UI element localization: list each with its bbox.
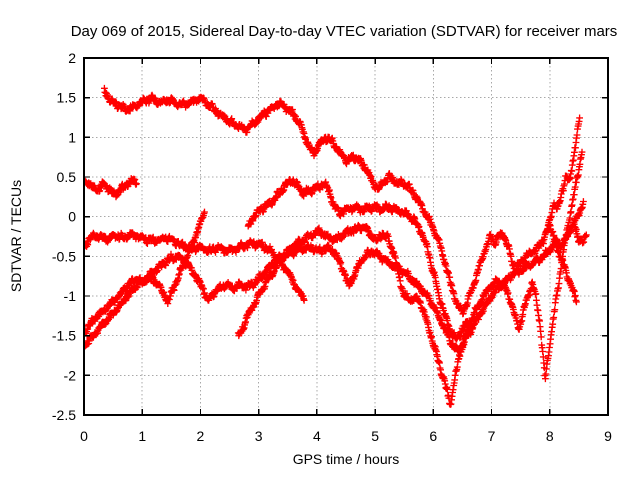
x-tick-label: 9 [604, 428, 612, 444]
y-tick-label: 0.5 [57, 169, 77, 185]
x-tick-label: 7 [488, 428, 496, 444]
x-tick-label: 3 [255, 428, 263, 444]
y-tick-label: -0.5 [52, 248, 76, 264]
plot-border [83, 57, 609, 416]
data-trace-trace-9 [570, 220, 590, 247]
x-axis-label: GPS time / hours [293, 451, 400, 467]
y-tick-label: -2.5 [52, 407, 76, 423]
y-tick-label: 1.5 [57, 90, 77, 106]
x-tick-label: 2 [197, 428, 205, 444]
x-tick-label: 1 [138, 428, 146, 444]
x-tick-label: 0 [80, 428, 88, 444]
x-tick-label: 6 [429, 428, 437, 444]
data-trace-trace-6 [234, 148, 586, 408]
data-trace-trace-7 [244, 176, 472, 343]
chart-title: Day 069 of 2015, Sidereal Day-to-day VTE… [71, 23, 618, 40]
data-trace-trace-4 [84, 208, 208, 337]
data-trace-trace-1 [101, 84, 583, 318]
x-tick-label: 4 [313, 428, 321, 444]
data-trace-trace-2 [84, 175, 140, 201]
y-tick-label: -1 [64, 288, 77, 304]
axes-frame: 0 1 2 3 4 5 6 7 8 9 2 1.5 1 0.5 0 -0.5 -1 -1.5 -2 -2.5 [52, 50, 612, 444]
y-tick-label: 0 [68, 209, 76, 225]
data-trace-trace-8 [545, 221, 580, 306]
data-trace-trace-5 [84, 198, 587, 356]
y-tick-label: -1.5 [52, 328, 76, 344]
y-tick-label: -2 [64, 367, 77, 383]
x-tick-label: 8 [546, 428, 554, 444]
y-tick-label: 1 [68, 129, 76, 145]
plot-area [84, 84, 590, 408]
y-tick-label: 2 [68, 50, 76, 66]
x-tick-label: 5 [371, 428, 379, 444]
y-axis-label: SDTVAR / TECUs [8, 180, 24, 292]
